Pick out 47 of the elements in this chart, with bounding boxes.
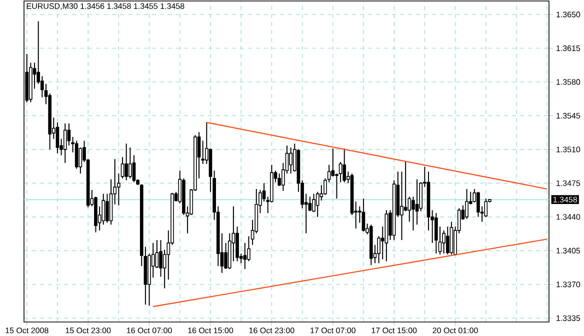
candlestick <box>128 147 132 179</box>
candlestick <box>446 226 450 256</box>
y-tick-label: 1.3545 <box>556 112 580 119</box>
y-tick-label: 1.3440 <box>556 214 580 220</box>
candlestick <box>155 240 159 269</box>
chart-title: EURUSD,M30 1.3456 1.3458 1.3455 1.3458 <box>26 3 184 10</box>
candlestick <box>289 147 292 174</box>
x-tick-label: 16 Oct 15:00 <box>188 328 234 334</box>
candlestick <box>56 122 60 154</box>
candlestick <box>476 191 480 218</box>
y-tick-label: 1.3475 <box>556 180 580 186</box>
x-tick-label: 17 Oct 15:00 <box>372 328 417 334</box>
y-tick-label: 1.3580 <box>556 79 580 85</box>
candlestick <box>415 178 419 226</box>
candlestick <box>338 161 342 183</box>
candlestick <box>342 148 346 183</box>
x-tick-label: 16 Oct 07:00 <box>126 328 172 334</box>
x-tick-label: 17 Oct 07:00 <box>310 328 356 334</box>
y-tick-label: 1.3650 <box>556 12 580 18</box>
candlestick <box>362 198 366 232</box>
x-tick-label: 15 Oct 2008 <box>6 328 48 334</box>
candlestick <box>106 193 109 224</box>
y-tick-label: 1.3510 <box>556 146 580 152</box>
candlestick <box>278 173 281 187</box>
x-tick-label: 16 Oct 23:00 <box>249 328 294 334</box>
candlestick <box>243 242 247 270</box>
candlestick <box>442 230 446 254</box>
candlestick <box>434 212 438 254</box>
y-tick-label: 1.3615 <box>556 45 580 52</box>
y-tick-label: 1.3335 <box>556 315 580 321</box>
x-tick-label: 15 Oct 23:00 <box>66 328 111 334</box>
candlestick <box>484 198 488 218</box>
candlestick <box>78 147 82 174</box>
candlestick <box>308 196 312 212</box>
candlestick <box>465 188 468 220</box>
candlestick <box>120 156 124 179</box>
candlestick <box>262 182 266 202</box>
y-tick-label: 1.3405 <box>556 248 580 254</box>
x-tick-label: 20 Oct 01:00 <box>432 328 478 334</box>
candlestick <box>124 143 128 181</box>
candlestick <box>63 122 67 164</box>
candlestick <box>132 154 136 183</box>
ref-line-label: 1.3458 <box>553 196 577 202</box>
candlestick <box>316 191 320 218</box>
y-tick-label: 1.3370 <box>556 282 580 288</box>
candlestick <box>312 193 316 213</box>
candlestick <box>74 140 78 170</box>
